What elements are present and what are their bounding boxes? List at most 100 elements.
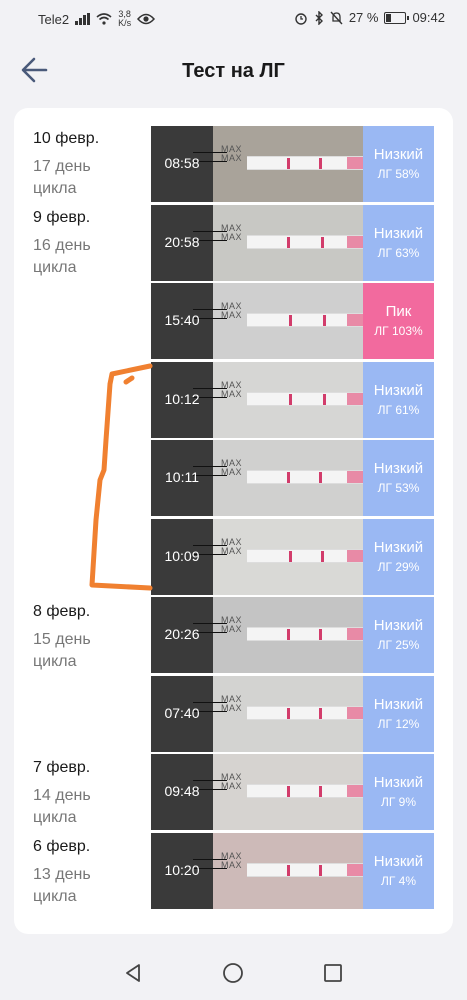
photo-shadow <box>151 204 213 281</box>
control-line <box>289 393 292 405</box>
date-entry: 7 февр. 14 день цикла <box>33 757 113 829</box>
lh-percent: ЛГ 58% <box>377 167 420 181</box>
test-photo[interactable]: MAX MAX 07:40 <box>151 675 363 752</box>
eye-icon <box>137 13 156 25</box>
lh-percent: ЛГ 12% <box>377 716 420 731</box>
lh-level-badge[interactable]: Низкий ЛГ 53% <box>363 440 434 516</box>
app-header: Тест на ЛГ <box>0 34 467 108</box>
strip-max-label: MAX MAX <box>221 850 243 870</box>
speed-value: 3,8 <box>118 9 131 19</box>
circle-home-icon[interactable] <box>222 962 244 984</box>
lh-level-badge[interactable]: Низкий ЛГ 61% <box>363 361 434 438</box>
photo-shadow <box>151 832 213 909</box>
entry-date: 7 февр. <box>33 759 91 776</box>
lh-level-badge[interactable]: Низкий ЛГ 25% <box>363 597 434 673</box>
test-photo[interactable]: MAX MAX 08:58 <box>151 126 363 202</box>
mute-icon <box>330 11 343 24</box>
strip-max-label: MAX MAX <box>221 301 243 320</box>
entry-cycle-day: 17 день цикла <box>33 158 91 197</box>
lh-level-badge[interactable]: Низкий ЛГ 63% <box>363 204 434 281</box>
lh-level-label: Низкий <box>373 538 424 556</box>
test-time: 10:11 <box>165 469 199 485</box>
test-line <box>323 315 326 326</box>
arrow-left-icon[interactable] <box>18 54 54 86</box>
lh-level-label: Низкий <box>373 381 424 399</box>
test-line <box>319 158 322 169</box>
entry-date: 6 февр. <box>33 838 91 855</box>
photo-shadow <box>151 754 213 830</box>
control-line <box>287 786 290 797</box>
test-photo[interactable]: MAX MAX 20:26 <box>151 597 363 673</box>
lh-percent: ЛГ 4% <box>380 873 417 888</box>
photo-shadow <box>151 361 213 438</box>
lh-level-badge[interactable]: Низкий ЛГ 58% <box>363 126 434 202</box>
test-strip <box>247 862 363 877</box>
strip-tip <box>347 471 363 483</box>
lh-percent: ЛГ 61% <box>377 402 420 417</box>
lh-level-label: Пик <box>385 303 412 320</box>
battery-icon <box>384 11 410 24</box>
test-line <box>319 707 322 719</box>
test-line <box>319 786 322 797</box>
lh-percent: ЛГ 63% <box>377 245 420 260</box>
test-photo[interactable]: MAX MAX 20:58 <box>151 204 363 281</box>
strip-tip <box>347 549 363 562</box>
lh-level-badge[interactable]: Низкий ЛГ 4% <box>363 832 434 909</box>
test-strip <box>247 784 363 798</box>
test-time: 09:48 <box>164 783 200 799</box>
strip-tip <box>347 628 363 640</box>
lh-level-label: Низкий <box>373 774 424 791</box>
status-right: 27 % 09:42 <box>294 10 445 25</box>
strip-tip <box>347 392 363 405</box>
test-strip <box>247 705 363 720</box>
photo-shadow <box>151 283 213 359</box>
test-line <box>321 236 324 248</box>
control-line <box>289 315 292 326</box>
strip-max-label: MAX MAX <box>221 222 243 242</box>
lh-percent: ЛГ 29% <box>377 559 420 574</box>
date-entry: 8 февр. 15 день цикла <box>33 601 113 673</box>
test-photo[interactable]: MAX MAX 10:09 <box>151 518 363 595</box>
arrow-marks-icon <box>193 152 227 162</box>
photo-shadow <box>151 675 213 752</box>
triangle-back-icon[interactable] <box>122 962 144 984</box>
arrow-marks-icon <box>193 858 227 869</box>
strip-tip <box>347 863 363 876</box>
strip-max-label: MAX MAX <box>221 536 243 556</box>
lh-level-badge[interactable]: Низкий ЛГ 29% <box>363 518 434 595</box>
test-photo[interactable]: MAX MAX 10:11 <box>151 440 363 516</box>
bluetooth-icon <box>315 10 323 25</box>
entry-cycle-day: 15 день цикла <box>33 631 91 670</box>
test-strip <box>247 234 363 249</box>
entry-date: 10 февр. <box>33 130 100 147</box>
test-photo[interactable]: MAX MAX 10:20 <box>151 832 363 909</box>
square-recent-icon[interactable] <box>322 962 344 984</box>
test-time: 07:40 <box>164 704 200 721</box>
control-line <box>289 550 292 562</box>
test-strip <box>247 627 363 641</box>
strip-tip <box>347 235 363 248</box>
test-time: 10:12 <box>164 390 200 407</box>
control-line <box>287 864 290 876</box>
network-speed: 3,8 K/s <box>118 10 131 28</box>
control-line <box>287 707 290 719</box>
signal-icon <box>75 13 91 25</box>
test-photo[interactable]: MAX MAX 10:12 <box>151 361 363 438</box>
lh-level-label: Низкий <box>373 617 424 634</box>
test-time: 10:09 <box>164 547 200 564</box>
lh-percent: ЛГ 103% <box>374 324 423 338</box>
photo-shadow <box>151 126 213 202</box>
photo-shadow <box>151 440 213 516</box>
status-bar: Tele2 3,8 K/s 27 % 09:42 <box>0 0 467 34</box>
lh-percent: ЛГ 9% <box>380 795 417 809</box>
speed-unit: K/s <box>118 18 132 28</box>
test-photo[interactable]: MAX MAX 09:48 <box>151 754 363 830</box>
test-photo[interactable]: MAX MAX 15:40 <box>151 283 363 359</box>
lh-level-badge[interactable]: Пик ЛГ 103% <box>363 283 434 359</box>
lh-level-badge[interactable]: Низкий ЛГ 9% <box>363 754 434 830</box>
arrow-marks-icon <box>193 309 227 319</box>
arrow-marks-icon <box>193 623 227 633</box>
status-left: Tele2 3,8 K/s <box>38 10 156 28</box>
lh-level-badge[interactable]: Низкий ЛГ 12% <box>363 675 434 752</box>
entry-cycle-day: 16 день цикла <box>33 237 91 276</box>
